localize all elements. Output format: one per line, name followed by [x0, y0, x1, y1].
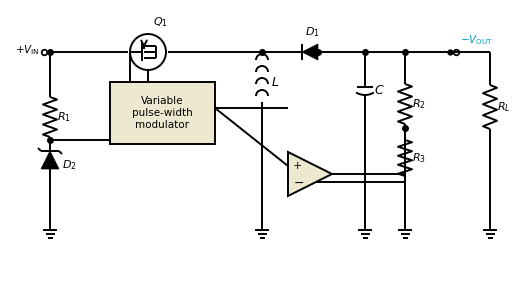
Text: $D_2$: $D_2$: [62, 158, 77, 172]
Text: $R_1$: $R_1$: [57, 110, 71, 124]
FancyBboxPatch shape: [110, 82, 215, 144]
Text: $-V_{\rm OUT}$: $-V_{\rm OUT}$: [460, 33, 493, 47]
Text: $D_1$: $D_1$: [305, 25, 319, 39]
Text: +: +: [293, 161, 302, 171]
Polygon shape: [41, 151, 59, 169]
Text: $R_L$: $R_L$: [497, 100, 511, 114]
Text: $L$: $L$: [271, 76, 279, 89]
Text: $R_3$: $R_3$: [412, 151, 426, 165]
Text: $Q_1$: $Q_1$: [153, 15, 168, 29]
Text: Variable
pulse-width
modulator: Variable pulse-width modulator: [132, 96, 193, 130]
Text: $R_2$: $R_2$: [412, 97, 426, 111]
Polygon shape: [302, 44, 318, 60]
Text: $+V_{\rm IN}$: $+V_{\rm IN}$: [15, 43, 40, 57]
Polygon shape: [288, 152, 332, 196]
Text: $C$: $C$: [374, 83, 385, 96]
Text: $-$: $-$: [293, 175, 304, 188]
